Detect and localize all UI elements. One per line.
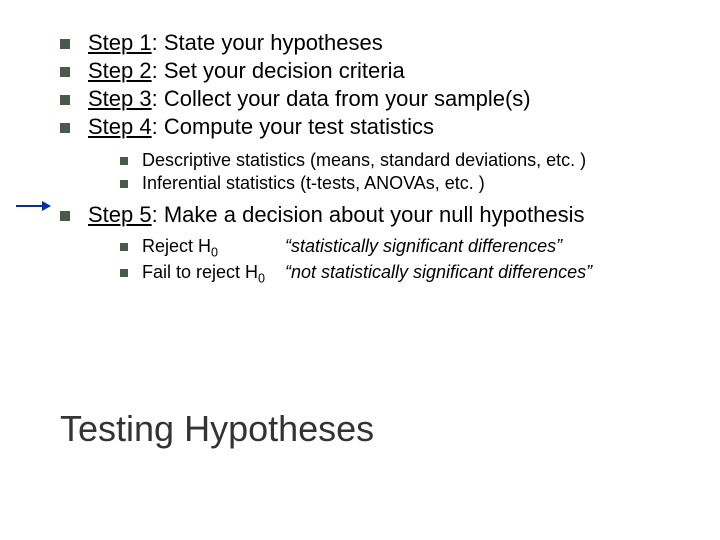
sub-text: Descriptive statistics (means, standard … [142,150,586,171]
step4-sublist: Descriptive statistics (means, standard … [120,150,680,194]
steps-list: Step 1: State your hypotheses Step 2: Se… [60,30,680,140]
square-bullet-icon [60,211,70,221]
square-bullet-icon [60,67,70,77]
step-desc: : State your hypotheses [152,30,383,55]
step-text: Step 1: State your hypotheses [88,30,680,56]
square-bullet-icon [120,243,128,251]
square-bullet-icon [120,269,128,277]
decision-item: Fail to reject H0 “not statistically sig… [120,262,680,286]
decision-result: “statistically significant differences” [285,236,562,257]
step-item: Step 2: Set your decision criteria [60,58,680,84]
step-label: Step 5 [88,202,152,227]
sub-item: Inferential statistics (t-tests, ANOVAs,… [120,173,680,194]
slide-title: Testing Hypotheses [60,408,374,450]
step-desc: : Collect your data from your sample(s) [152,86,531,111]
step5-list: Step 5: Make a decision about your null … [60,202,680,228]
decision-action: Reject H0 [142,236,218,260]
step-text: Step 4: Compute your test statistics [88,114,680,140]
step-label: Step 2 [88,58,152,83]
step-item: Step 1: State your hypotheses [60,30,680,56]
step-item: Step 4: Compute your test statistics [60,114,680,140]
square-bullet-icon [60,39,70,49]
step-label: Step 3 [88,86,152,111]
step-text: Step 5: Make a decision about your null … [88,202,680,228]
step-text: Step 2: Set your decision criteria [88,58,680,84]
step-desc: : Make a decision about your null hypoth… [152,202,585,227]
slide-body: Step 1: State your hypotheses Step 2: Se… [0,0,720,540]
step-item: Step 5: Make a decision about your null … [60,202,680,228]
sub-item: Descriptive statistics (means, standard … [120,150,680,171]
square-bullet-icon [60,123,70,133]
step-text: Step 3: Collect your data from your samp… [88,86,680,112]
decision-item: Reject H0 “statistically significant dif… [120,236,680,260]
decision-action: Fail to reject H0 [142,262,265,286]
decision-result: “not statistically significant differenc… [285,262,592,283]
step-item: Step 3: Collect your data from your samp… [60,86,680,112]
arrow-icon [16,201,51,211]
square-bullet-icon [60,95,70,105]
decision-list: Reject H0 “statistically significant dif… [120,236,680,285]
step-label: Step 1 [88,30,152,55]
sub-text: Inferential statistics (t-tests, ANOVAs,… [142,173,485,194]
step-desc: : Set your decision criteria [152,58,405,83]
step-desc: : Compute your test statistics [152,114,434,139]
square-bullet-icon [120,180,128,188]
square-bullet-icon [120,157,128,165]
step-label: Step 4 [88,114,152,139]
